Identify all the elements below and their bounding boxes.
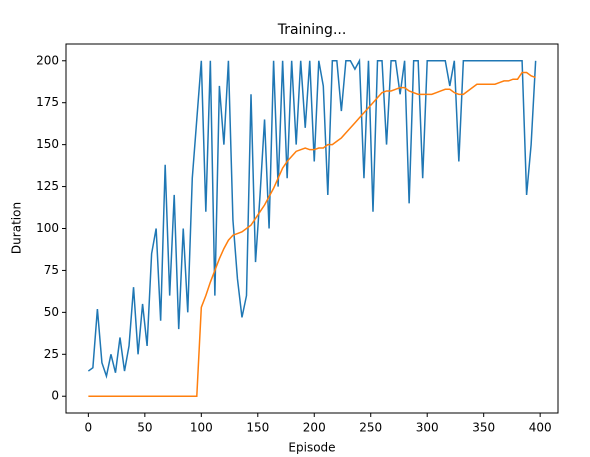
chart-title: Training... bbox=[277, 22, 347, 38]
y-tick-label: 0 bbox=[51, 389, 59, 403]
series-line bbox=[87, 57, 537, 379]
y-tick-label: 175 bbox=[36, 95, 59, 109]
series-line bbox=[88, 71, 536, 397]
x-tick-label: 350 bbox=[472, 421, 495, 435]
y-tick-label: 100 bbox=[36, 221, 59, 235]
y-axis-label: Duration bbox=[10, 202, 24, 254]
x-tick-label: 0 bbox=[85, 421, 93, 435]
x-tick-label: 400 bbox=[529, 421, 552, 435]
y-tick-label: 125 bbox=[36, 179, 59, 193]
y-tick-label: 150 bbox=[36, 137, 59, 151]
x-tick-label: 150 bbox=[246, 421, 269, 435]
x-tick-label: 200 bbox=[303, 421, 326, 435]
y-tick-label: 25 bbox=[44, 347, 59, 361]
x-tick-label: 50 bbox=[137, 421, 152, 435]
x-axis-label: Episode bbox=[288, 441, 335, 455]
x-tick-label: 300 bbox=[416, 421, 439, 435]
y-tick-label: 75 bbox=[44, 263, 59, 277]
plot-frame bbox=[65, 43, 559, 414]
x-tick-label: 100 bbox=[190, 421, 213, 435]
x-tick-label: 250 bbox=[359, 421, 382, 435]
y-tick-label: 200 bbox=[36, 53, 59, 67]
y-tick-label: 50 bbox=[44, 305, 59, 319]
